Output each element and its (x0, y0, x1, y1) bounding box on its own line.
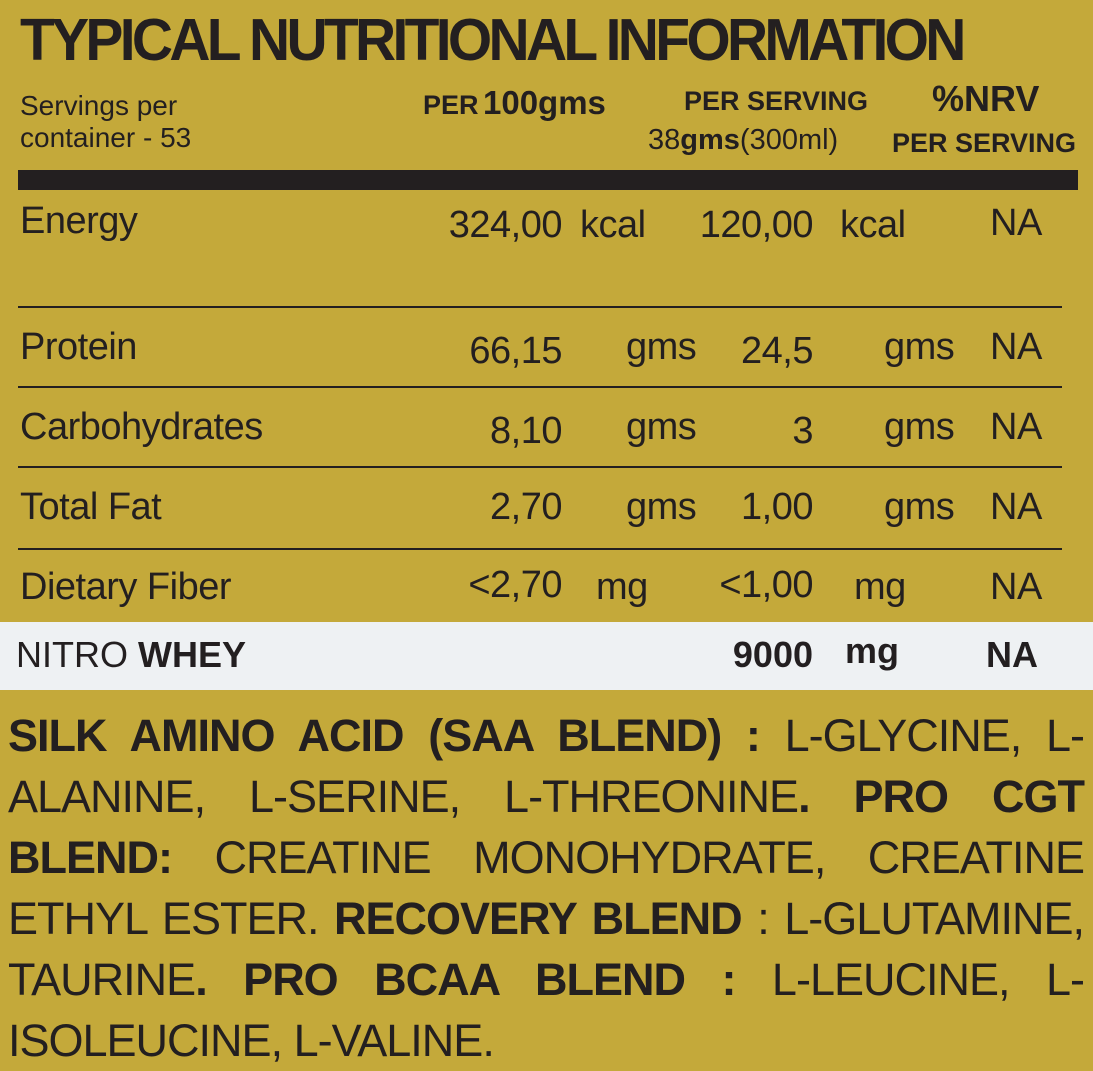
col-header-per100: PER 100gms (423, 84, 606, 122)
row-userv-dietary-fiber: mg (854, 566, 906, 608)
row-vserv-total-fat: 1,00 (741, 486, 813, 528)
serving-size-num: 38 (648, 124, 681, 156)
row-userv-protein: gms (884, 326, 955, 368)
recovery-blend-items: : L-GLUTAMINE, TAURINE (8, 893, 1085, 1005)
cgt-blend-label: . PRO CGT BLEND: (8, 771, 1085, 883)
row-v100-dietary-fiber: <2,70 (468, 564, 562, 606)
row-u100-energy: kcal (580, 204, 646, 246)
nitro-whey-label: NITRO WHEY (16, 634, 246, 676)
row-u100-total-fat: gms (626, 486, 697, 528)
nitro-label-b: WHEY (138, 634, 247, 675)
row-nrv-protein: NA (990, 326, 1042, 368)
row-vserv-dietary-fiber: <1,00 (719, 564, 813, 606)
serving-size-unit: gms (680, 124, 740, 156)
row-userv-energy: kcal (840, 204, 906, 246)
servings-label: Servings per container - 53 (20, 90, 191, 154)
row-u100-carbohydrates: gms (626, 406, 697, 448)
row-divider (18, 306, 1062, 308)
row-nrv-carbohydrates: NA (990, 406, 1042, 448)
row-v100-protein: 66,15 (469, 330, 562, 372)
row-userv-total-fat: gms (884, 486, 955, 528)
row-v100-carbohydrates: 8,10 (490, 410, 562, 452)
row-label-energy: Energy (20, 200, 138, 242)
nitro-label-a: NITRO (16, 634, 128, 675)
servings-line2: container - 53 (20, 122, 192, 153)
col-header-serving-size: 38gms(300ml) (648, 124, 838, 157)
row-vserv-carbohydrates: 3 (792, 410, 813, 452)
col-header-per100-a: PER (423, 90, 479, 120)
row-u100-dietary-fiber: mg (596, 566, 648, 608)
nitro-value: 9000 (732, 634, 813, 675)
row-u100-protein: gms (626, 326, 697, 368)
row-v100-energy: 324,00 (448, 204, 563, 246)
cgt-blend-items: CREATINE MONOHYDRATE, CREATINE ETHYL EST… (8, 832, 1085, 944)
row-divider (18, 548, 1062, 550)
nitro-unit: mg (845, 630, 899, 671)
header-divider (18, 170, 1078, 190)
saa-blend-items: L-GLYCINE, L-ALANINE, L-SERINE, L-THREON… (8, 710, 1085, 822)
row-nrv-total-fat: NA (990, 486, 1042, 528)
row-divider (18, 386, 1062, 388)
row-nrv-dietary-fiber: NA (990, 566, 1042, 608)
ingredients-text: SILK AMINO ACID (SAA BLEND) : L-GLYCINE,… (8, 705, 1085, 1071)
row-label-dietary-fiber: Dietary Fiber (20, 566, 232, 608)
row-label-protein: Protein (20, 326, 137, 368)
serving-size-vol: (300ml) (739, 124, 839, 156)
bcaa-blend-label: . PRO BCAA BLEND : (195, 954, 736, 1005)
row-label-total-fat: Total Fat (20, 486, 162, 528)
nitro-nrv: NA (986, 634, 1038, 675)
col-header-nrv: %NRV (932, 78, 1040, 119)
servings-line1: Servings per (20, 90, 178, 121)
saa-blend-label: SILK AMINO ACID (SAA BLEND) : (8, 710, 761, 761)
row-userv-carbohydrates: gms (884, 406, 955, 448)
row-v100-total-fat: 2,70 (490, 486, 562, 528)
row-divider (18, 466, 1062, 468)
page-title: TYPICAL NUTRITIONAL INFORMATION (20, 7, 966, 73)
row-nrv-energy: NA (990, 202, 1042, 244)
col-header-nrv-per-serving: PER SERVING (892, 128, 1077, 158)
row-vserv-energy: 120,00 (699, 204, 814, 246)
nitro-whey-band (0, 622, 1093, 690)
row-label-carbohydrates: Carbohydrates (20, 406, 263, 448)
col-header-serving: PER SERVING (684, 86, 869, 116)
recovery-blend-label: RECOVERY BLEND (334, 893, 743, 944)
col-header-per100-b: 100gms (482, 84, 606, 121)
row-vserv-protein: 24,5 (741, 330, 813, 372)
